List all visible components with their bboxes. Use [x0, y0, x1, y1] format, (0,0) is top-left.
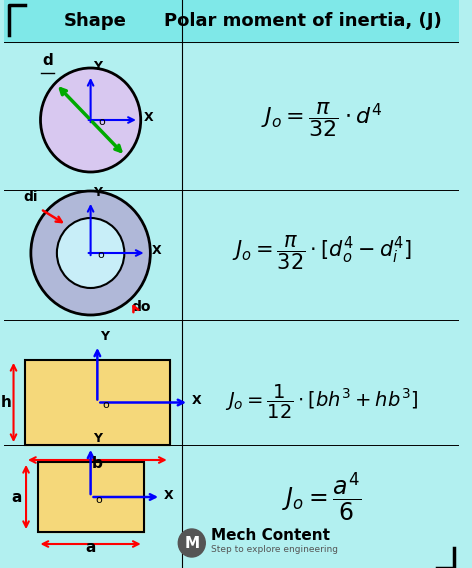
Bar	[25, 360, 169, 445]
Text: o: o	[95, 495, 102, 505]
Text: di: di	[23, 190, 38, 204]
Text: $J_o = \dfrac{\pi}{32} \cdot d^4$: $J_o = \dfrac{\pi}{32} \cdot d^4$	[261, 101, 382, 140]
Text: Step to explore engineering: Step to explore engineering	[211, 545, 338, 554]
Text: Y: Y	[93, 186, 102, 199]
Text: o: o	[97, 250, 104, 260]
Text: $J_o = \dfrac{\pi}{32} \cdot [d_o^4 - d_i^4]$: $J_o = \dfrac{\pi}{32} \cdot [d_o^4 - d_…	[232, 234, 412, 272]
Text: Y: Y	[93, 432, 102, 445]
Circle shape	[178, 529, 205, 557]
Text: M: M	[184, 536, 199, 550]
Text: Polar moment of inertia, (J): Polar moment of inertia, (J)	[164, 12, 441, 30]
Text: X: X	[164, 489, 173, 502]
Text: X: X	[192, 395, 202, 407]
Circle shape	[57, 218, 124, 288]
Circle shape	[41, 68, 141, 172]
Bar	[38, 462, 143, 532]
Text: $J_o = \dfrac{1}{12} \cdot [bh^3 + hb^3]$: $J_o = \dfrac{1}{12} \cdot [bh^3 + hb^3]…	[225, 383, 418, 421]
Text: Mech Content: Mech Content	[211, 528, 330, 544]
Text: Y: Y	[93, 60, 102, 73]
Text: a: a	[85, 540, 96, 555]
Text: X: X	[143, 111, 153, 124]
Text: d: d	[42, 53, 53, 68]
Text: Shape: Shape	[64, 12, 127, 30]
Text: Y: Y	[100, 330, 109, 343]
Bar	[25, 360, 169, 445]
Text: a: a	[11, 490, 22, 504]
Text: h: h	[0, 395, 11, 410]
Text: do: do	[131, 300, 151, 314]
Circle shape	[31, 191, 151, 315]
Text: X: X	[152, 244, 161, 257]
Text: b: b	[92, 456, 103, 471]
Text: o: o	[102, 400, 109, 411]
Bar	[4, 0, 459, 42]
Text: $J_o = \dfrac{a^4}{6}$: $J_o = \dfrac{a^4}{6}$	[282, 471, 362, 523]
Text: o: o	[98, 117, 105, 127]
Bar	[38, 462, 143, 532]
